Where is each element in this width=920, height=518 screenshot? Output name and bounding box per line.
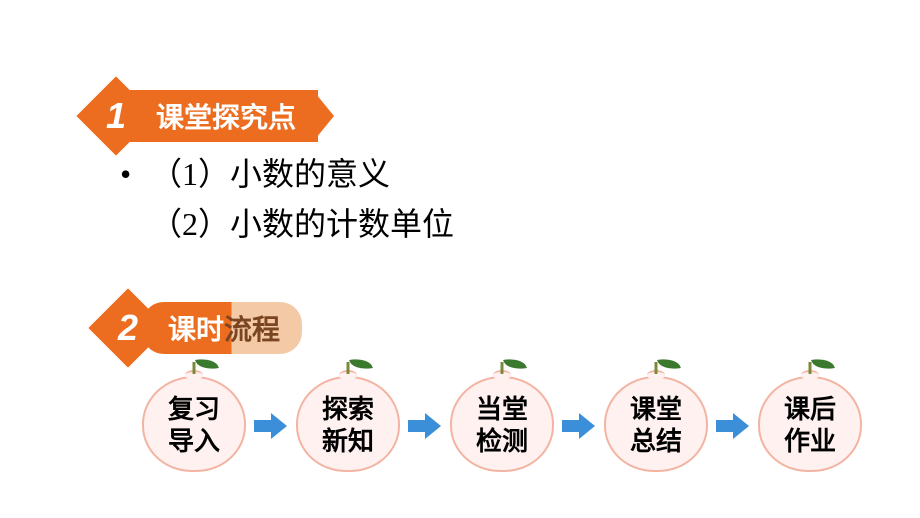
content-row-2: （2）小数的计数单位 [120,200,454,250]
section-header-2: 2 课时流程 [100,300,302,356]
flow-step-4-line1: 课堂 [630,394,682,424]
flow-step-1: 复习 导入 [140,360,248,472]
section-2-title-b: 流程 [224,315,280,346]
bullet-icon: • [120,150,150,200]
section-2-title-a: 课时 [168,315,224,346]
fruit-stem-icon [655,362,658,374]
section-header-1: 1 课堂探究点 [88,88,334,144]
chevron-right-icon [316,94,334,138]
flow-step-1-line1: 复习 [168,394,220,424]
flow-step-5-label: 课后 作业 [784,393,836,458]
flow-step-2-line2: 新知 [322,426,374,456]
fruit-stem-icon [501,362,504,374]
flow-step-5-line2: 作业 [784,426,836,456]
badge-2: 2 [88,288,167,367]
flow-step-3-line1: 当堂 [476,394,528,424]
fruit-leaf-icon [503,356,527,372]
flow-step-2: 探索 新知 [294,360,402,472]
section-1-title: 课堂探究点 [130,90,318,142]
flow-step-4-line2: 总结 [630,426,682,456]
fruit-stem-icon [347,362,350,374]
fruit-leaf-icon [349,356,373,372]
flow-step-5-line1: 课后 [784,394,836,424]
content-line-2: （2）小数的计数单位 [150,206,454,242]
arrow-right-icon [562,413,596,439]
arrow-right-icon [254,413,288,439]
badge-1: 1 [76,76,155,155]
flow-row: 复习 导入 探索 新知 当堂 检测 [140,360,864,472]
flow-step-1-line2: 导入 [168,426,220,456]
flow-step-3-line2: 检测 [476,426,528,456]
flow-step-5: 课后 作业 [756,360,864,472]
fruit-leaf-icon [195,356,219,372]
flow-step-2-line1: 探索 [322,394,374,424]
badge-2-number: 2 [118,307,138,349]
fruit-stem-icon [193,362,196,374]
content-line-1: （1）小数的意义 [150,156,390,192]
arrow-right-icon [408,413,442,439]
arrow-right-icon [716,413,750,439]
flow-step-4: 课堂 总结 [602,360,710,472]
fruit-leaf-icon [657,356,681,372]
flow-step-4-label: 课堂 总结 [630,393,682,458]
flow-step-3: 当堂 检测 [448,360,556,472]
content-row-1: •（1）小数的意义 [120,150,454,200]
badge-1-number: 1 [106,95,126,137]
fruit-stem-icon [809,362,812,374]
flow-step-1-label: 复习 导入 [168,393,220,458]
fruit-leaf-icon [811,356,835,372]
flow-step-3-label: 当堂 检测 [476,393,528,458]
content-block: •（1）小数的意义 （2）小数的计数单位 [120,150,454,249]
flow-step-2-label: 探索 新知 [322,393,374,458]
